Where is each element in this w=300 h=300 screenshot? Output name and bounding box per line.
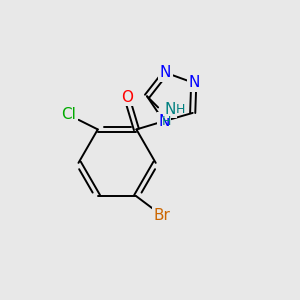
Text: Br: Br bbox=[154, 208, 171, 223]
Text: H: H bbox=[162, 115, 172, 128]
Text: Cl: Cl bbox=[61, 107, 76, 122]
Text: Cl: Cl bbox=[61, 107, 76, 122]
Text: O: O bbox=[121, 90, 133, 105]
Text: H: H bbox=[176, 103, 185, 116]
Text: N: N bbox=[158, 114, 169, 129]
Text: O: O bbox=[121, 90, 133, 105]
Text: N: N bbox=[188, 75, 200, 90]
Text: N: N bbox=[160, 65, 171, 80]
Text: N: N bbox=[164, 101, 176, 116]
